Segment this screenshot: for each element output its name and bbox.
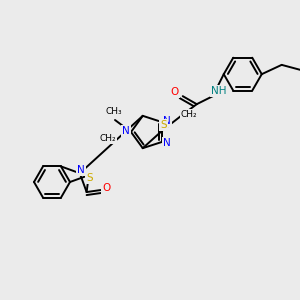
Text: S: S — [160, 120, 167, 130]
Text: CH₂: CH₂ — [100, 134, 117, 143]
Text: N: N — [163, 116, 171, 126]
Text: N: N — [77, 165, 85, 175]
Text: N: N — [122, 126, 130, 136]
Text: O: O — [103, 183, 111, 193]
Text: S: S — [86, 173, 93, 183]
Text: CH₂: CH₂ — [180, 110, 197, 119]
Text: CH₃: CH₃ — [106, 107, 122, 116]
Text: NH: NH — [211, 86, 226, 96]
Text: O: O — [171, 87, 179, 97]
Text: N: N — [163, 138, 171, 148]
